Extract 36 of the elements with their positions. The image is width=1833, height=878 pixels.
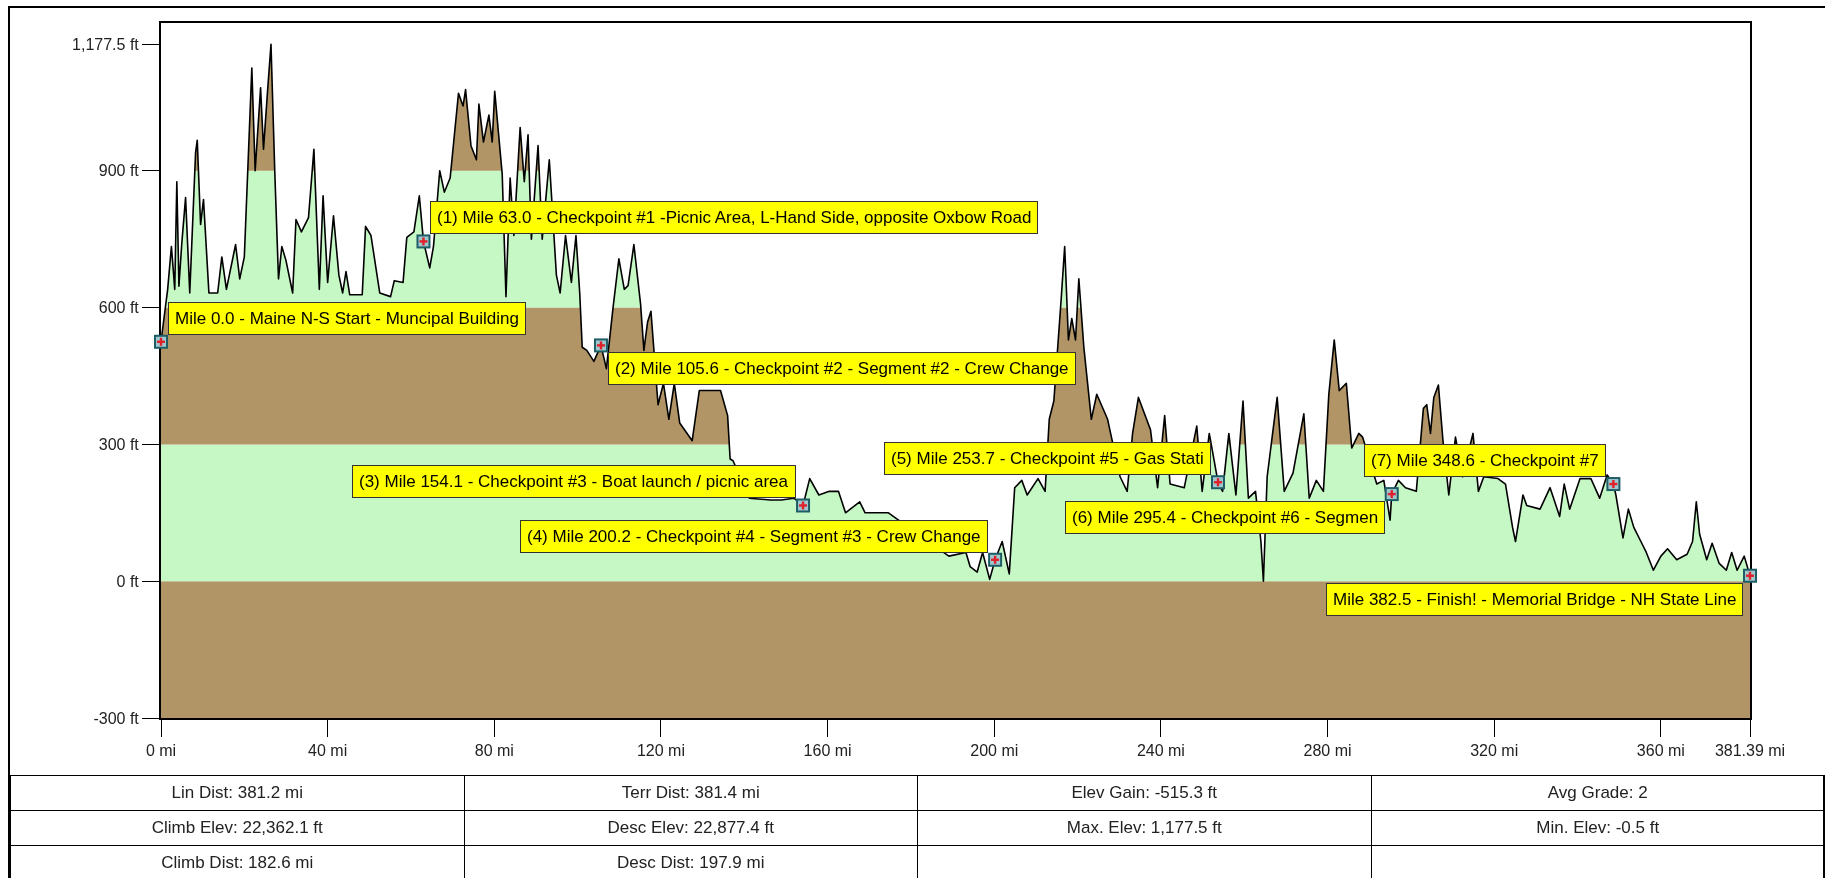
y-tick-label: 1,177.5 ft xyxy=(72,35,140,53)
annotation: (4) Mile 200.2 - Checkpoint #4 - Segment #3 - Crew Change xyxy=(527,527,981,546)
x-tick-label: 120 mi xyxy=(636,742,685,760)
text: Elev Gain: -515.3 ft xyxy=(917,775,1371,811)
annotation: (3) Mile 154.1 - Checkpoint #3 - Boat launch / picnic area xyxy=(359,472,789,491)
annotation: (1) Mile 63.0 - Checkpoint #1 -Picnic Area, L-Hand Side, opposite Oxbow Road xyxy=(437,208,1032,227)
x-tick-label: 381.39 mi xyxy=(1714,742,1786,760)
text: Climb Elev: 22,362.1 ft xyxy=(10,810,464,846)
y-tick-label: 600 ft xyxy=(98,299,140,317)
text: Max. Elev: 1,177.5 ft xyxy=(917,810,1371,846)
x-tick-label: 360 mi xyxy=(1636,742,1685,760)
x-tick-label: 40 mi xyxy=(308,742,348,760)
x-tick-label: 160 mi xyxy=(803,742,852,760)
x-tick-label: 200 mi xyxy=(970,742,1019,760)
y-tick-label: 300 ft xyxy=(98,435,140,453)
x-tick-label: 240 mi xyxy=(1136,742,1185,760)
text: Avg Grade: 2 xyxy=(1371,775,1825,811)
text: Lin Dist: 381.2 mi xyxy=(10,775,464,811)
y-tick-label: -300 ft xyxy=(93,709,140,727)
text: Climb Dist: 182.6 mi xyxy=(10,845,464,878)
x-tick-label: 80 mi xyxy=(474,742,514,760)
annotation: (5) Mile 253.7 - Checkpoint #5 - Gas Stati xyxy=(891,449,1204,468)
annotation: (7) Mile 348.6 - Checkpoint #7 xyxy=(1371,451,1599,470)
annotation: (2) Mile 105.6 - Checkpoint #2 - Segment #2 - Crew Change xyxy=(615,359,1069,378)
annotation: (6) Mile 295.4 - Checkpoint #6 - Segmen xyxy=(1072,508,1379,527)
y-tick-label: 900 ft xyxy=(98,162,140,180)
x-tick-label: 0 mi xyxy=(145,742,177,760)
y-tick-label: 0 ft xyxy=(116,572,140,590)
annotation: Mile 382.5 - Finish! - Memorial Bridge - NH State Line xyxy=(1333,590,1737,609)
text: Desc Elev: 22,877.4 ft xyxy=(464,810,918,846)
annotation: Mile 0.0 - Maine N-S Start - Muncipal Building xyxy=(175,309,519,328)
x-tick-label: 280 mi xyxy=(1303,742,1352,760)
text: Min. Elev: -0.5 ft xyxy=(1371,810,1825,846)
text: Desc Dist: 197.9 mi xyxy=(464,845,918,878)
x-tick-label: 320 mi xyxy=(1470,742,1519,760)
text: Terr Dist: 381.4 mi xyxy=(464,775,918,811)
